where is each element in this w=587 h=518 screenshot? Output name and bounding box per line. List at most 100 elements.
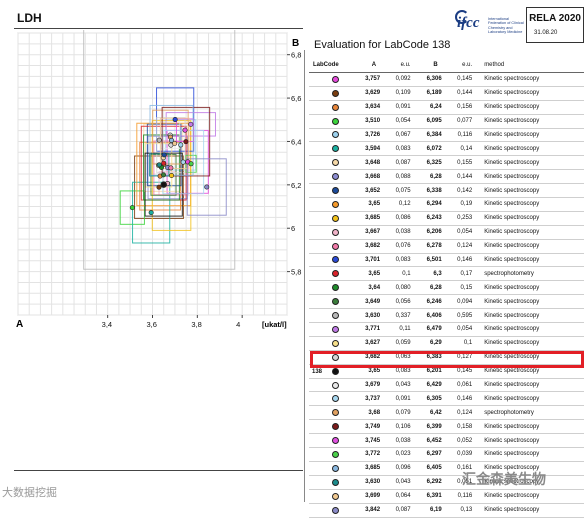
cell-method: Kinetic spectroscopy: [476, 294, 584, 310]
cell-method: Kinetic spectroscopy: [476, 128, 584, 143]
x-axis-label: [ukat/l]: [262, 320, 287, 329]
cell-b: 6,28: [414, 280, 444, 296]
cell-method: Kinetic spectroscopy: [476, 280, 584, 296]
table-row: 3,726 0,067 6,384 0,116 Kinetic spectroscopy: [309, 128, 584, 143]
legend-dot-icon: [332, 367, 339, 375]
legend-dot-icon: [332, 242, 339, 250]
table-row: 3,510 0,054 6,095 0,077 Kinetic spectroscopy: [309, 114, 584, 129]
cell-labcode: [309, 280, 353, 296]
cell-eu-a: 0,075: [382, 183, 415, 199]
cell-b: 6,19: [414, 503, 444, 518]
cell-eu-a: 0,083: [382, 141, 415, 157]
legend-dot-icon: [332, 89, 339, 97]
cell-labcode: [309, 475, 353, 490]
table-row: 3,745 0,038 6,452 0,052 Kinetic spectroscopy: [309, 433, 584, 449]
cell-labcode: [309, 183, 353, 199]
cell-b: 6,072: [414, 141, 444, 157]
legend-dot-icon: [332, 409, 339, 417]
cell-b: 6,292: [414, 475, 444, 490]
cell-labcode: [309, 419, 353, 435]
cell-eu-a: 0,076: [382, 239, 415, 254]
cell-method: Kinetic spectroscopy: [476, 461, 584, 476]
cell-a: 3,726: [353, 128, 383, 143]
uncertainty-box: [83, 30, 236, 270]
table-row: 3,668 0,088 6,28 0,144 Kinetic spectroscopy: [309, 169, 584, 185]
cell-a: 3,630: [353, 308, 383, 324]
cell-eu-a: 0,088: [382, 169, 415, 185]
x-tick-label: 3,4: [102, 320, 112, 329]
cell-labcode: [309, 197, 353, 212]
data-point: [169, 173, 175, 179]
cell-eu-a: 0,054: [382, 114, 415, 129]
uncertainty-box: [185, 154, 197, 173]
col-a: A: [353, 57, 383, 73]
legend-dot-icon: [332, 117, 339, 125]
cell-eu-a: 0,067: [382, 128, 415, 143]
legend-dot-icon: [332, 159, 339, 167]
cell-method: Kinetic spectroscopy: [476, 489, 584, 504]
table-row: 3,737 0,091 6,305 0,146 Kinetic spectroscopy: [309, 391, 584, 407]
cell-labcode: [309, 169, 353, 185]
legend-dot-icon: [332, 339, 339, 347]
cell-b: 6,297: [414, 447, 444, 462]
uncertainty-box: [156, 117, 186, 174]
cell-b: 6,189: [414, 86, 444, 101]
logo-brand: ifcc: [457, 15, 480, 31]
legend-dot-icon: [332, 256, 339, 264]
cell-eu-a: 0,043: [382, 475, 415, 490]
legend-dot-icon: [332, 298, 339, 306]
cell-method: Kinetic spectroscopy: [476, 86, 584, 101]
cell-eu-b: 0,144: [443, 169, 477, 185]
cell-eu-b: 0,161: [443, 461, 477, 476]
cell-labcode: [309, 378, 353, 393]
cell-b: 6,338: [414, 183, 444, 199]
cell-method: spectrophotometry: [476, 405, 584, 421]
data-point: [148, 210, 154, 216]
evaluation-title: Evaluation for LabCode 138: [314, 39, 451, 51]
table-row: 3,627 0,059 6,29 0,1 Kinetic spectroscopy: [309, 336, 584, 351]
cell-a: 3,630: [353, 475, 383, 490]
legend-dot-icon: [332, 187, 339, 195]
data-point: [182, 127, 188, 133]
cell-a: 3,772: [353, 447, 383, 462]
legend-dot-icon: [332, 75, 339, 83]
cell-eu-b: 0,17: [443, 266, 477, 282]
data-point: [169, 137, 175, 143]
cell-a: 3,701: [353, 253, 383, 268]
legend-dot-icon: [332, 506, 339, 514]
legend-dot-icon: [332, 214, 339, 222]
cell-a: 3,668: [353, 169, 383, 185]
uncertainty-box: [186, 158, 227, 216]
x-tick-label: 4: [236, 320, 240, 329]
cell-eu-a: 0,096: [382, 461, 415, 476]
cell-eu-b: 0,19: [443, 197, 477, 212]
table-row: 3,649 0,056 6,246 0,094 Kinetic spectroscopy: [309, 294, 584, 310]
col-method: method: [476, 57, 584, 73]
cell-method: Kinetic spectroscopy: [476, 433, 584, 449]
cell-b: 6,325: [414, 155, 444, 171]
table-row: 3,634 0,091 6,24 0,156 Kinetic spectroscopy: [309, 100, 584, 115]
cell-eu-a: 0,109: [382, 86, 415, 101]
cell-labcode: [309, 405, 353, 421]
cell-eu-b: 0,051: [443, 475, 477, 490]
legend-dot-icon: [332, 437, 339, 445]
cell-b: 6,206: [414, 225, 444, 240]
table-row: 3,757 0,092 6,306 0,145 Kinetic spectroscopy: [309, 72, 584, 87]
cell-b: 6,29: [414, 336, 444, 351]
cell-eu-a: 0,038: [382, 433, 415, 449]
data-point: [204, 184, 210, 190]
cell-method: Kinetic spectroscopy: [476, 503, 584, 518]
legend-dot-icon: [332, 228, 339, 236]
cell-b: 6,24: [414, 100, 444, 115]
col-b: B: [414, 57, 444, 73]
cell-b: 6,501: [414, 253, 444, 268]
cell-a: 3,745: [353, 433, 383, 449]
col-labcode: LabCode: [309, 57, 353, 73]
cell-method: Kinetic spectroscopy: [476, 475, 584, 490]
legend-dot-icon: [332, 145, 339, 153]
legend-dot-icon: [332, 464, 339, 472]
cell-labcode: [309, 128, 353, 143]
x-tick-label: 3,8: [191, 320, 201, 329]
ifcc-logo: ifcc International Federation of Clinica…: [453, 8, 528, 48]
axis-ticks: 3,4 3,6 3,8 4 5,8 6 6,2 6,4 6,6 6,8: [102, 51, 302, 329]
